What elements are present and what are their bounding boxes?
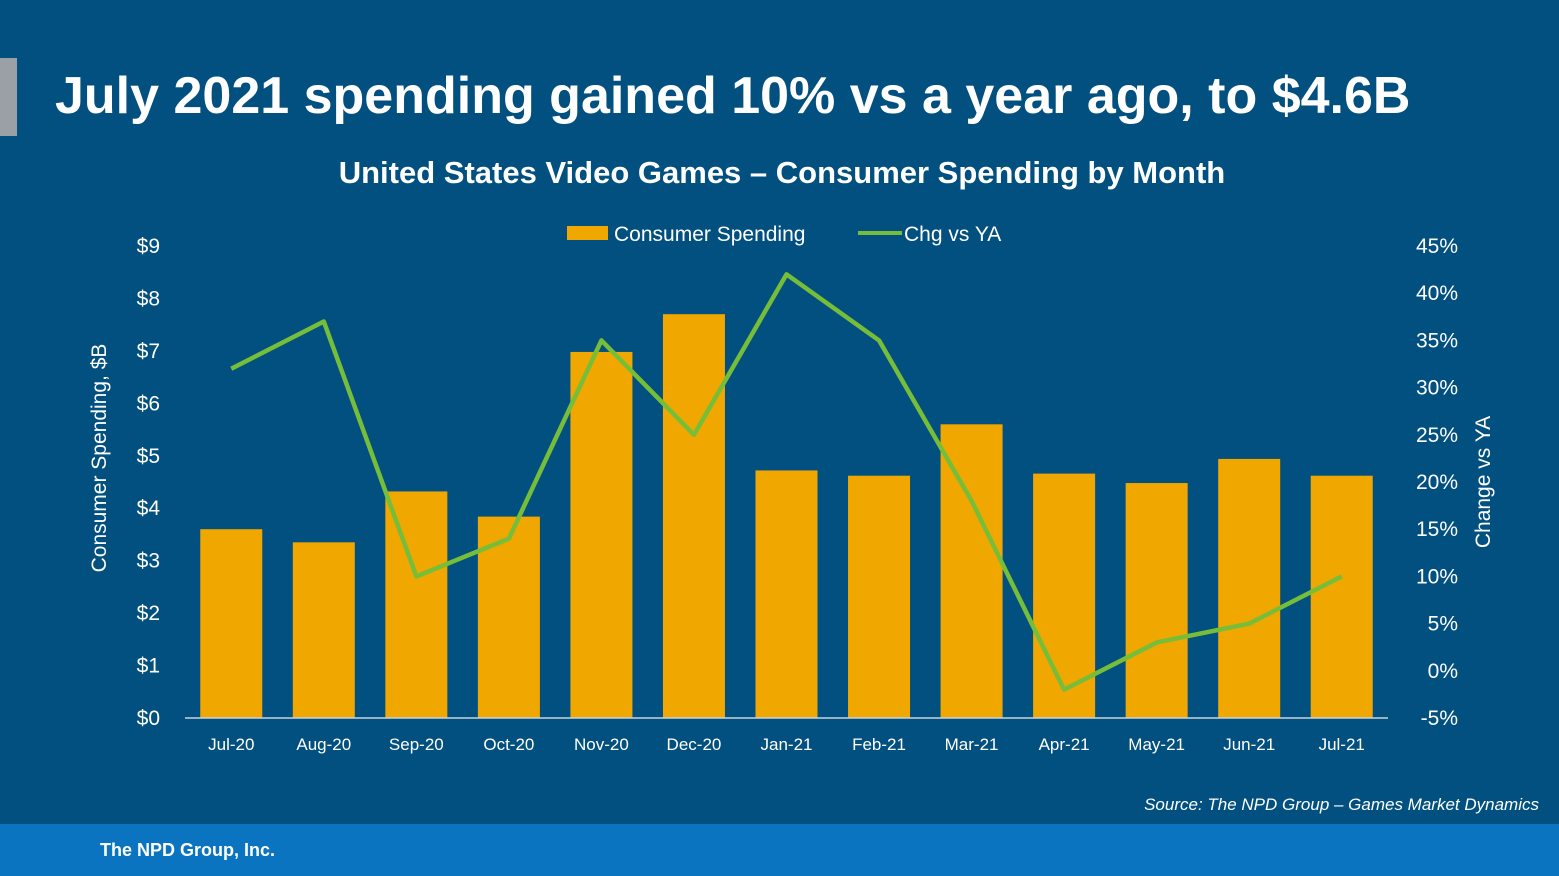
x-tick-label: Sep-20 (389, 735, 444, 754)
y2-axis-label: Change vs YA (1472, 416, 1495, 548)
x-tick-label: Mar-21 (945, 735, 999, 754)
y-tick-label: $5 (137, 445, 160, 468)
y-tick-label: $9 (137, 235, 160, 258)
y2-tick-label: 25% (1416, 424, 1458, 447)
bar-sep-20 (385, 491, 448, 718)
y-axis-ticks: $0 $1 $2 $3 $4 $5 $6 $7 $8 $9 (137, 235, 161, 730)
y-tick-label: $7 (137, 340, 160, 363)
legend-swatch-consumer-spending (567, 226, 608, 240)
y-tick-label: $1 (137, 655, 160, 678)
bar-feb-21 (848, 475, 911, 718)
chart-title: United States Video Games – Consumer Spe… (339, 155, 1226, 190)
headline: July 2021 spending gained 10% vs a year … (55, 67, 1411, 125)
source-note: Source: The NPD Group – Games Market Dyn… (1144, 795, 1539, 814)
y-tick-label: $0 (137, 707, 160, 730)
x-tick-label: Feb-21 (852, 735, 906, 754)
x-tick-label: Jul-21 (1319, 735, 1365, 754)
bar-nov-20 (570, 351, 633, 718)
accent-bar (0, 58, 17, 136)
y-tick-label: $8 (137, 287, 160, 310)
y2-tick-label: 30% (1416, 377, 1458, 400)
x-tick-label: Oct-20 (483, 735, 534, 754)
legend-label-chg-vs-ya: Chg vs YA (904, 223, 1001, 246)
bar-jun-21 (1218, 458, 1281, 718)
y2-tick-label: 35% (1416, 329, 1458, 352)
y-tick-label: $2 (137, 602, 160, 625)
x-tick-label: Apr-21 (1039, 735, 1090, 754)
chart: United States Video Games – Consumer Spe… (88, 155, 1495, 754)
x-tick-label: Dec-20 (667, 735, 722, 754)
legend-label-consumer-spending: Consumer Spending (614, 223, 805, 246)
x-tick-label: Nov-20 (574, 735, 629, 754)
y2-tick-label: 20% (1416, 471, 1458, 494)
bar-jul-20 (200, 529, 263, 718)
bar-mar-21 (940, 424, 1003, 718)
y2-tick-label: 40% (1416, 282, 1458, 305)
x-tick-label: Jul-20 (208, 735, 254, 754)
x-tick-label: Jan-21 (761, 735, 813, 754)
x-tick-label: Aug-20 (296, 735, 351, 754)
y-tick-label: $6 (137, 392, 160, 415)
bars (200, 314, 1373, 718)
chg-vs-ya-line (230, 272, 1343, 692)
bar-dec-20 (662, 314, 725, 718)
footer-company-name: The NPD Group, Inc. (100, 840, 276, 860)
y2-tick-label: 10% (1416, 565, 1458, 588)
y2-tick-label: -5% (1421, 707, 1458, 730)
footer-bar: The NPD Group, Inc. (0, 824, 1559, 876)
x-tick-label: May-21 (1128, 735, 1185, 754)
y-axis-label: Consumer Spending, $B (88, 344, 111, 573)
y-tick-label: $4 (137, 497, 161, 520)
legend: Consumer Spending Chg vs YA (567, 223, 1001, 246)
bar-may-21 (1125, 483, 1188, 718)
y2-tick-label: 0% (1428, 660, 1458, 683)
y2-axis-ticks: -5% 0% 5% 10% 15% 20% 25% 30% 35% 40% 45% (1416, 235, 1458, 730)
y2-tick-label: 15% (1416, 518, 1458, 541)
bar-jan-21 (755, 470, 818, 718)
y2-tick-label: 45% (1416, 235, 1458, 258)
bar-jul-21 (1310, 475, 1373, 718)
bar-oct-20 (477, 516, 540, 718)
y2-tick-label: 5% (1428, 613, 1458, 636)
x-tick-label: Jun-21 (1223, 735, 1275, 754)
bar-aug-20 (292, 542, 355, 718)
x-axis-ticks: Jul-20 Aug-20 Sep-20 Oct-20 Nov-20 Dec-20 Jan-… (208, 735, 1365, 754)
y-tick-label: $3 (137, 550, 160, 573)
bar-apr-21 (1033, 473, 1096, 718)
